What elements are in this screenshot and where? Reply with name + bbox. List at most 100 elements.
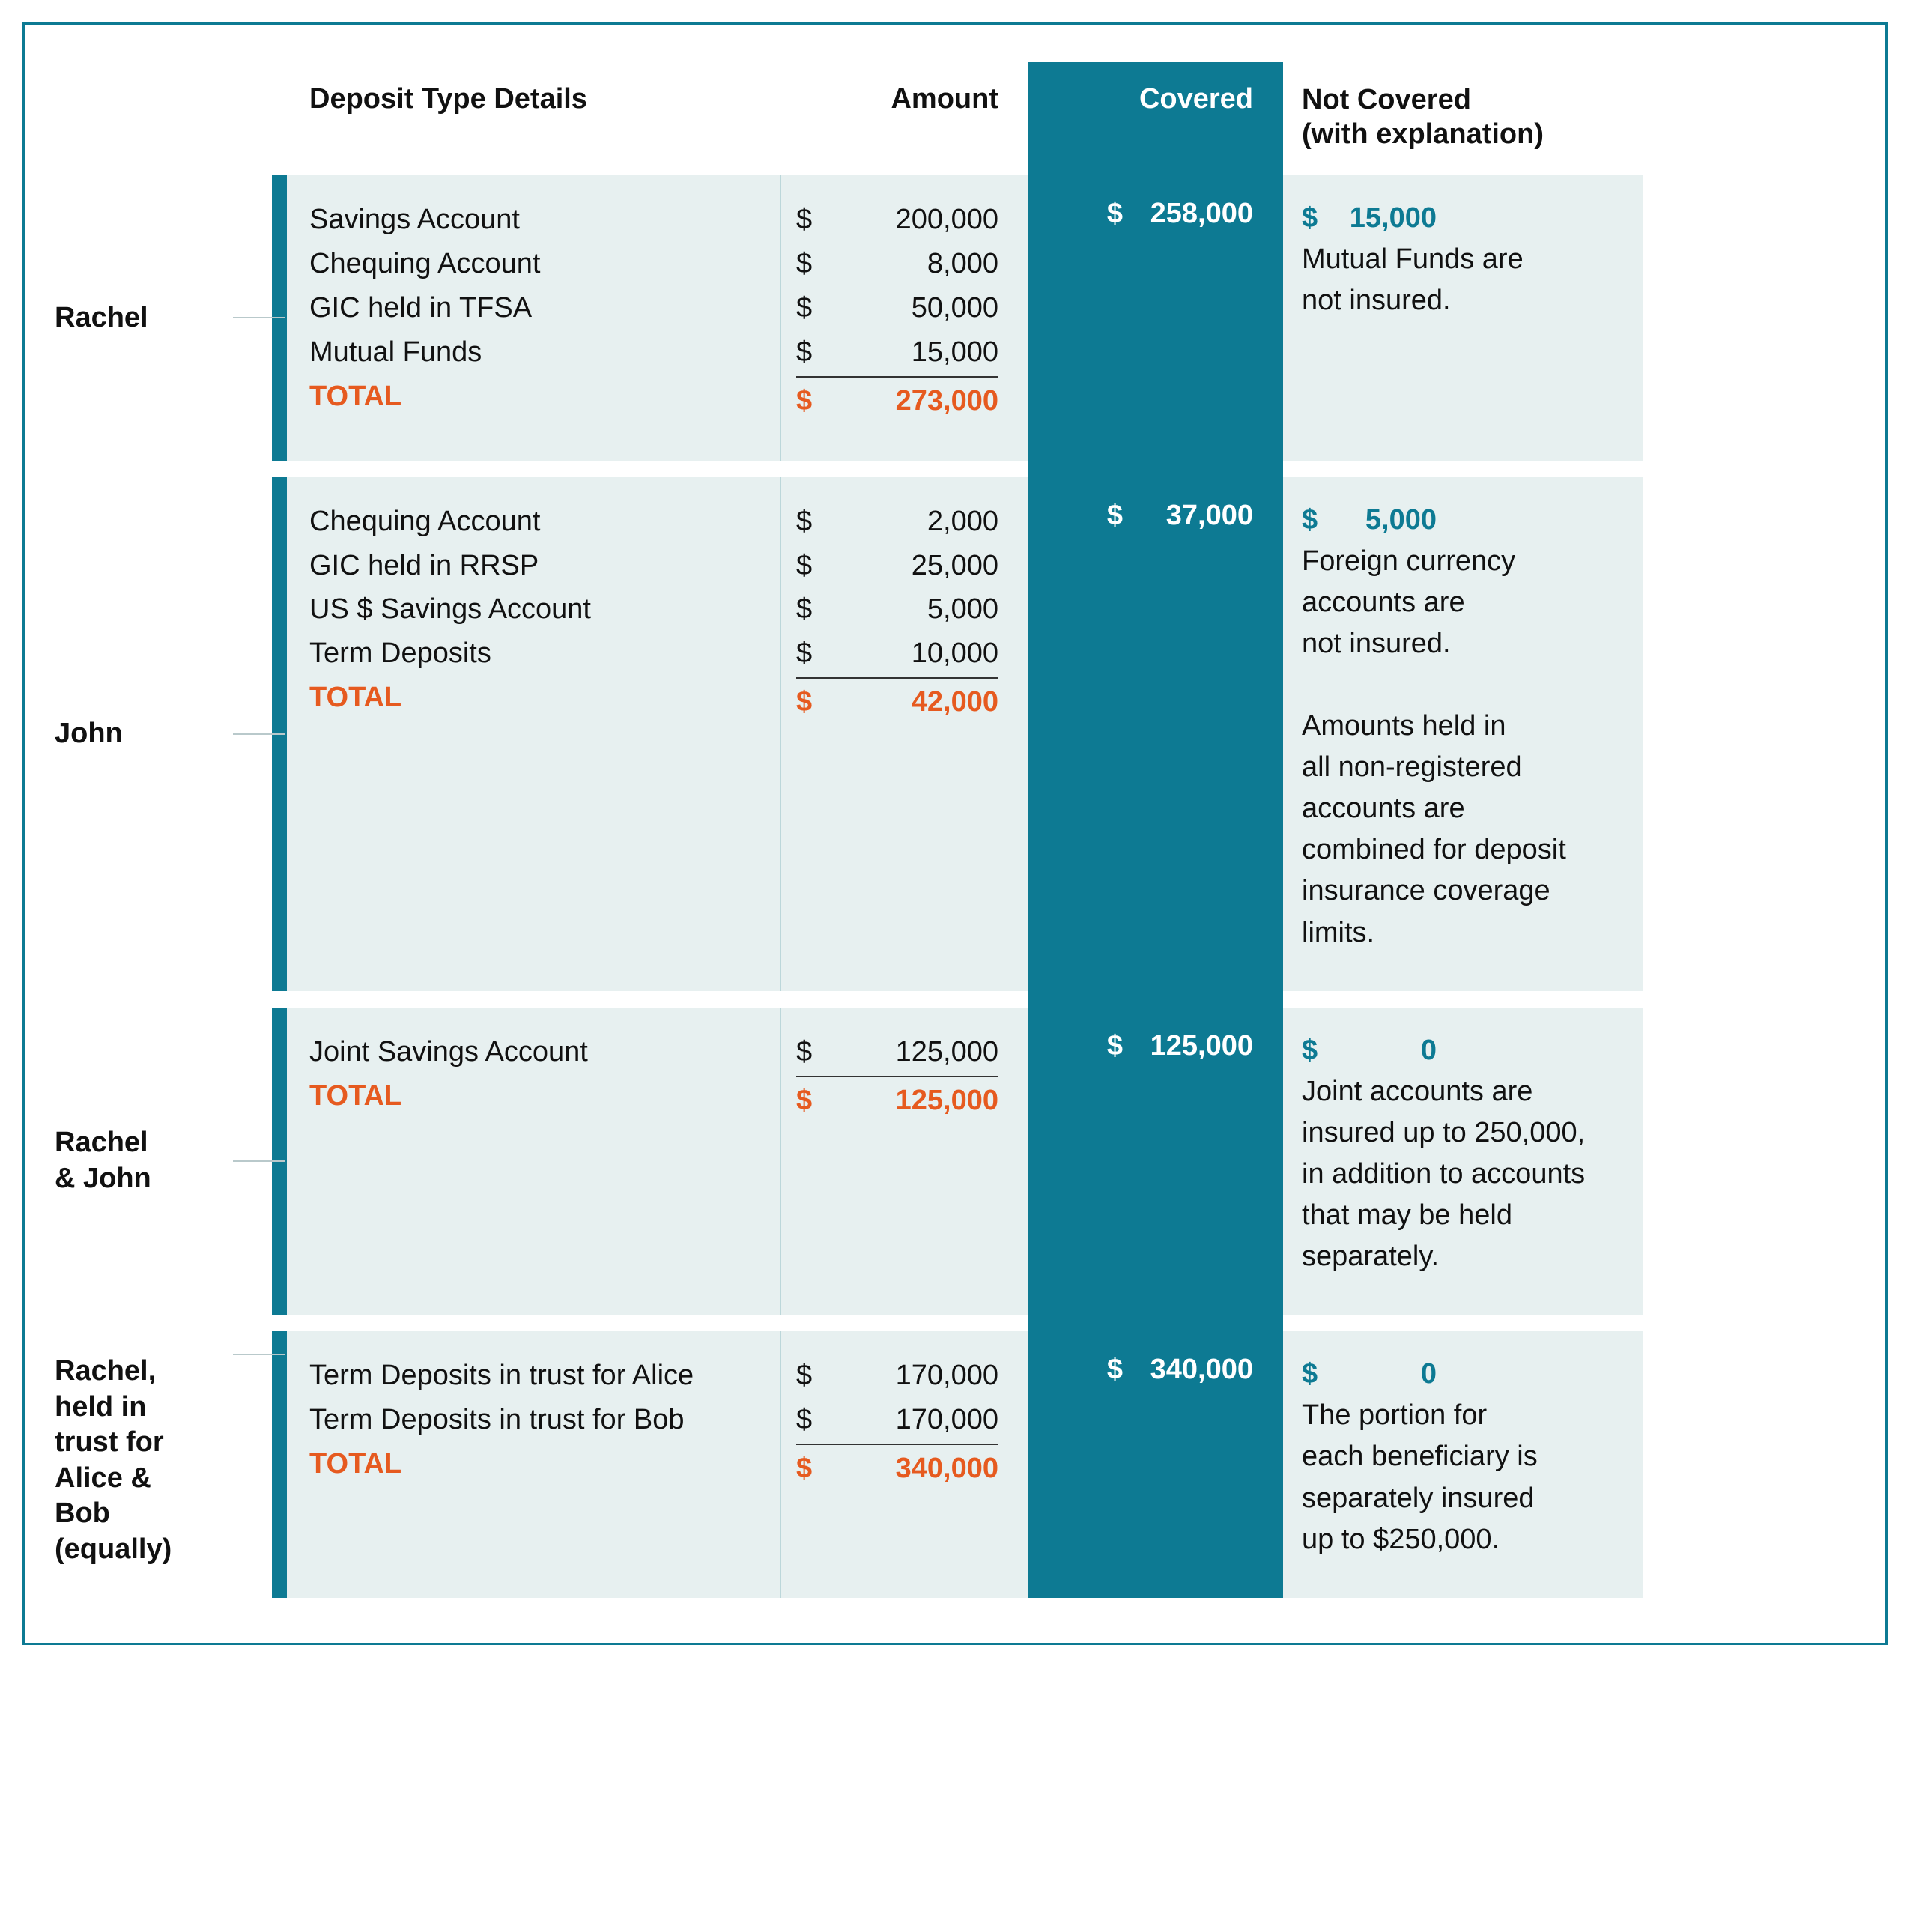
not-covered-cell: $15,000Mutual Funds arenot insured.: [1283, 175, 1643, 460]
covered-amount: $340,000: [1043, 1354, 1253, 1386]
total-amount: $273,000: [796, 379, 998, 423]
total-label: TOTAL: [309, 676, 765, 720]
not-covered-text-line: The portion for: [1302, 1395, 1624, 1436]
not-covered-text-line: Amounts held in: [1302, 706, 1624, 747]
not-covered-text-line: separately insured: [1302, 1478, 1624, 1519]
deposit-item-label: Chequing Account: [309, 242, 765, 286]
amount-row: $15,000: [796, 330, 998, 378]
not-covered-text-line: Joint accounts are: [1302, 1071, 1624, 1112]
amount-row: $25,000: [796, 544, 998, 588]
section-owner-name: Rachel& John: [55, 1125, 151, 1196]
section-owner-name: Rachel,held intrust forAlice &Bob(equall…: [55, 1354, 172, 1567]
covered-amount: $37,000: [1043, 500, 1253, 532]
amount-row: $50,000: [796, 286, 998, 330]
amount-cell: $2,000$25,000$5,000$10,000$42,000: [781, 477, 1028, 991]
section-owner-name: John: [55, 716, 123, 752]
section-gap: [55, 991, 1643, 1008]
header-deposit-type: Deposit Type Details: [287, 62, 781, 175]
not-covered-text-line: up to $250,000.: [1302, 1519, 1624, 1560]
not-covered-amount: $15,000: [1302, 198, 1624, 239]
not-covered-text-line: accounts are: [1302, 582, 1624, 623]
header-not-covered-line2: (with explanation): [1302, 118, 1544, 150]
not-covered-text-line: combined for deposit: [1302, 829, 1624, 870]
deposit-item-label: GIC held in RRSP: [309, 544, 765, 588]
deposit-item-label: Term Deposits in trust for Bob: [309, 1398, 765, 1442]
gap-covered-fill: [1028, 991, 1283, 1008]
connector-line: [233, 317, 285, 318]
header-covered: Covered: [1028, 62, 1283, 175]
deposit-type-cell: Savings AccountChequing AccountGIC held …: [287, 175, 781, 460]
amount-row: $170,000: [796, 1354, 998, 1398]
amount-row: $125,000: [796, 1030, 998, 1077]
total-label: TOTAL: [309, 1074, 765, 1118]
not-covered-text-line: Mutual Funds are: [1302, 239, 1624, 280]
not-covered-text-line: not insured.: [1302, 623, 1624, 664]
amount-row: $200,000: [796, 198, 998, 242]
not-covered-cell: $0Joint accounts areinsured up to 250,00…: [1283, 1008, 1643, 1315]
not-covered-text-line: limits.: [1302, 912, 1624, 954]
section-gap: [55, 461, 1643, 477]
not-covered-amount: $0: [1302, 1030, 1624, 1071]
gap-covered-fill: [1028, 461, 1283, 477]
covered-amount: $258,000: [1043, 198, 1253, 230]
not-covered-amount: $5,000: [1302, 500, 1624, 541]
not-covered-cell: $0The portion foreach beneficiary issepa…: [1283, 1331, 1643, 1597]
section-owner-label: Rachel& John: [55, 1008, 272, 1315]
coverage-grid: Deposit Type Details Amount Covered Not …: [55, 62, 1855, 1598]
not-covered-amount: $0: [1302, 1354, 1624, 1395]
not-covered-text-line: accounts are: [1302, 788, 1624, 829]
section-owner-label: Rachel,held intrust forAlice &Bob(equall…: [55, 1331, 272, 1597]
coverage-table-frame: Deposit Type Details Amount Covered Not …: [22, 22, 1888, 1645]
amount-cell: $125,000$125,000: [781, 1008, 1028, 1315]
deposit-item-label: Term Deposits: [309, 632, 765, 676]
header-not-covered: Not Covered (with explanation): [1283, 62, 1643, 175]
connector-line: [233, 1354, 285, 1355]
covered-cell: $125,000: [1028, 1008, 1283, 1315]
section-owner-name: Rachel: [55, 300, 148, 336]
deposit-type-cell: Chequing AccountGIC held in RRSPUS $ Sav…: [287, 477, 781, 991]
total-amount: $42,000: [796, 680, 998, 724]
section-owner-label: John: [55, 477, 272, 991]
not-covered-text-line: all non-registered: [1302, 747, 1624, 788]
not-covered-text-line: insurance coverage: [1302, 870, 1624, 912]
not-covered-text-line: Foreign currency: [1302, 541, 1624, 582]
total-label: TOTAL: [309, 1442, 765, 1486]
connector-line: [233, 1160, 285, 1162]
amount-row: $10,000: [796, 632, 998, 679]
not-covered-text-line: not insured.: [1302, 280, 1624, 321]
deposit-item-label: Mutual Funds: [309, 330, 765, 375]
not-covered-text-line: each beneficiary is: [1302, 1436, 1624, 1477]
covered-cell: $37,000: [1028, 477, 1283, 991]
amount-row: $8,000: [796, 242, 998, 286]
deposit-item-label: Savings Account: [309, 198, 765, 242]
not-covered-text-line: in addition to accounts: [1302, 1154, 1624, 1195]
covered-amount: $125,000: [1043, 1030, 1253, 1062]
amount-row: $2,000: [796, 500, 998, 544]
covered-cell: $258,000: [1028, 175, 1283, 460]
not-covered-text-line: separately.: [1302, 1236, 1624, 1277]
deposit-item-label: Chequing Account: [309, 500, 765, 544]
total-label: TOTAL: [309, 375, 765, 419]
section-owner-label: Rachel: [55, 175, 272, 460]
gap-covered-fill: [1028, 1315, 1283, 1331]
header-amount: Amount: [781, 62, 1028, 175]
header-not-covered-line1: Not Covered: [1302, 84, 1471, 115]
total-amount: $125,000: [796, 1079, 998, 1123]
deposit-type-cell: Term Deposits in trust for AliceTerm Dep…: [287, 1331, 781, 1597]
not-covered-cell: $5,000Foreign currencyaccounts arenot in…: [1283, 477, 1643, 991]
deposit-item-label: Term Deposits in trust for Alice: [309, 1354, 765, 1398]
covered-cell: $340,000: [1028, 1331, 1283, 1597]
not-covered-text-line: that may be held: [1302, 1195, 1624, 1236]
not-covered-text-line: insured up to 250,000,: [1302, 1112, 1624, 1154]
amount-cell: $170,000$170,000$340,000: [781, 1331, 1028, 1597]
connector-line: [233, 733, 285, 735]
deposit-item-label: US $ Savings Account: [309, 587, 765, 632]
deposit-item-label: GIC held in TFSA: [309, 286, 765, 330]
amount-row: $170,000: [796, 1398, 998, 1445]
total-amount: $340,000: [796, 1447, 998, 1491]
not-covered-text-line: [1302, 664, 1624, 706]
amount-cell: $200,000$8,000$50,000$15,000$273,000: [781, 175, 1028, 460]
deposit-type-cell: Joint Savings AccountTOTAL: [287, 1008, 781, 1315]
deposit-item-label: Joint Savings Account: [309, 1030, 765, 1074]
section-gap: [55, 1315, 1643, 1331]
